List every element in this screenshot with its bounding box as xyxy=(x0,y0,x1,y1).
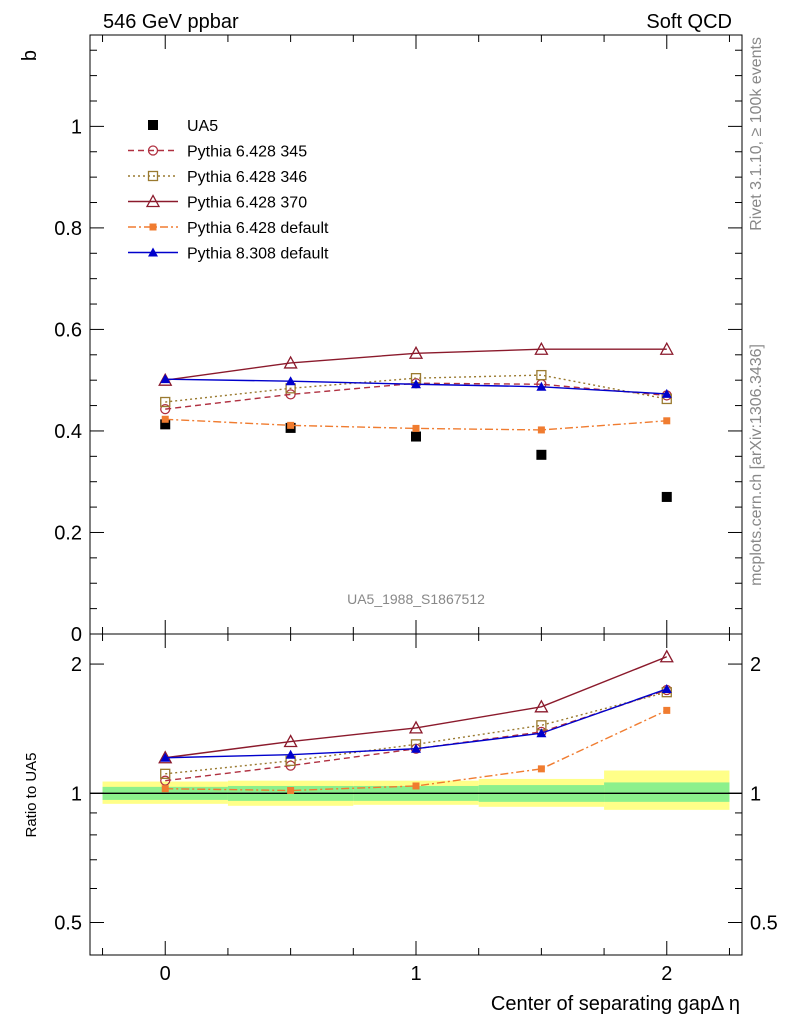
ratio-series-0 xyxy=(160,684,672,786)
legend-label: Pythia 6.428 346 xyxy=(187,169,307,186)
ratio-y-tick-label: 1 xyxy=(71,783,82,805)
ratio-data-point xyxy=(287,787,295,795)
legend-label: Pythia 6.428 345 xyxy=(187,144,307,161)
ratio-data-point xyxy=(537,765,545,773)
ratio-data-point xyxy=(283,734,298,748)
mcplots-label: mcplots.cern.ch [arXiv:1306.3436] xyxy=(748,344,765,586)
main-y-tick-label: 0.6 xyxy=(54,319,82,341)
ratio-y-tick-label-right: 0.5 xyxy=(750,912,778,934)
legend-marker xyxy=(147,170,159,182)
main-y-tick-label: 0.4 xyxy=(54,421,82,443)
ratio-data-point xyxy=(160,775,171,786)
main-y-tick-label: 0.8 xyxy=(54,218,82,240)
legend-marker xyxy=(149,223,157,231)
main-data-point xyxy=(283,355,298,369)
legend-label: Pythia 6.428 370 xyxy=(187,195,307,212)
legend-label: Pythia 6.428 default xyxy=(187,220,329,237)
main-data-point xyxy=(412,424,420,432)
x-axis-label: Center of separating gapΔ η xyxy=(491,993,740,1015)
ratio-y-tick-label-right: 2 xyxy=(750,654,761,676)
ratio-data-point xyxy=(536,728,547,738)
main-data-point xyxy=(537,426,545,434)
main-data-point xyxy=(161,415,169,423)
ratio-data-point xyxy=(412,782,420,790)
rivet-label: Rivet 3.1.10, ≥ 100k events xyxy=(748,37,765,231)
main-ylabel: b xyxy=(19,50,41,61)
main-y-tick-label: 1 xyxy=(71,116,82,138)
main-data-point xyxy=(287,421,295,429)
main-data-point xyxy=(661,491,672,502)
main-data-point xyxy=(411,379,421,389)
ratio-data-point xyxy=(659,649,674,663)
ratio-series-line xyxy=(165,689,667,782)
ratio-data-point xyxy=(534,699,549,713)
analysis-watermark: UA5_1988_S1867512 xyxy=(347,591,485,607)
ratio-data-point xyxy=(663,706,671,714)
main-data-point xyxy=(536,449,547,460)
ratio-data-point xyxy=(160,752,171,762)
main-data-point xyxy=(285,389,296,400)
main-data-point xyxy=(661,388,672,398)
main-data-point xyxy=(160,374,171,384)
main-data-point xyxy=(659,341,674,355)
header-right: Soft QCD xyxy=(646,11,732,33)
main-data-point xyxy=(411,431,421,442)
main-series-5 xyxy=(160,374,672,398)
main-data-point xyxy=(536,381,547,391)
ratio-data-point xyxy=(661,683,672,693)
ratio-series-4 xyxy=(160,683,672,762)
main-series-3 xyxy=(158,341,674,386)
main-series-line xyxy=(165,418,667,431)
main-data-point xyxy=(160,419,171,430)
main-y-tick-label: 0 xyxy=(71,624,82,646)
ratio-data-point xyxy=(408,720,424,734)
main-data-point xyxy=(160,396,171,408)
main-data-point xyxy=(408,345,424,359)
main-data-point xyxy=(285,376,296,386)
legend-marker xyxy=(148,247,158,257)
legend-label: UA5 xyxy=(187,118,218,135)
ratio-y-tick-label: 2 xyxy=(71,654,82,676)
main-series-line xyxy=(165,374,667,403)
legend: UA5 Pythia 6.428 345 Pythia 6.428 346 Pythi… xyxy=(128,118,329,263)
x-tick-label: 1 xyxy=(410,963,421,985)
ratio-y-tick-label-right: 1 xyxy=(750,783,761,805)
legend-label: Pythia 8.308 default xyxy=(187,246,329,263)
x-tick-label: 2 xyxy=(661,963,672,985)
ratio-data-point xyxy=(160,768,171,779)
ratio-series-line xyxy=(165,656,668,759)
ratio-series-2 xyxy=(158,649,674,764)
main-series-line xyxy=(165,348,667,381)
legend-marker xyxy=(145,194,161,208)
main-series-4 xyxy=(161,415,671,434)
ratio-series-line xyxy=(165,709,668,792)
ratio-plot-area: 0.5 0.5 1 1 2 2 0 1 2 xyxy=(54,633,778,985)
main-y-tick-label: 0.2 xyxy=(54,522,82,544)
legend-marker xyxy=(147,145,159,156)
ratio-series-3 xyxy=(161,706,671,795)
main-data-point xyxy=(536,369,547,381)
ratio-data-point xyxy=(411,743,421,753)
ratio-band-inner xyxy=(604,782,730,802)
header-left: 546 GeV ppbar xyxy=(103,11,239,33)
x-tick-label: 0 xyxy=(160,963,171,985)
main-data-point xyxy=(534,341,549,355)
main-data-point xyxy=(160,403,171,415)
ratio-ylabel: Ratio to UA5 xyxy=(23,752,40,837)
legend-marker xyxy=(148,120,158,130)
main-data-point xyxy=(663,417,671,425)
ratio-data-point xyxy=(161,785,169,793)
ratio-data-point xyxy=(285,749,296,759)
ratio-y-tick-label: 0.5 xyxy=(54,912,82,934)
